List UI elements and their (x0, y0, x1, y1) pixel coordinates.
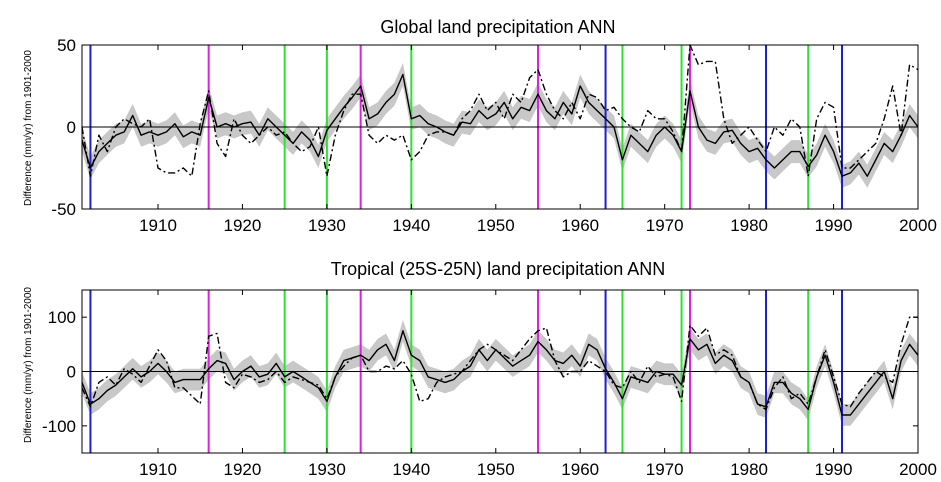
tropical-xtick-label-1940: 1940 (392, 460, 430, 479)
tropical-xtick-label-1970: 1970 (646, 460, 684, 479)
tropical-xtick-label-1960: 1960 (561, 460, 599, 479)
global-xtick-label-1910: 1910 (139, 216, 177, 235)
global-xtick-label-1970: 1970 (646, 216, 684, 235)
global-band-area (82, 63, 918, 188)
tropical-ytick-label--100: -100 (42, 417, 76, 436)
tropical-ytick-label-0: 0 (67, 363, 76, 382)
global-xtick-label-1950: 1950 (477, 216, 515, 235)
tropical-xtick-label-1910: 1910 (139, 460, 177, 479)
global-series-dashdot-line (81, 44, 919, 177)
global-series (81, 44, 919, 177)
global-xtick-label-1940: 1940 (392, 216, 430, 235)
tropical-xtick-label-1980: 1980 (730, 460, 768, 479)
global-series-solid-line (81, 73, 919, 177)
global-ylabel: Difference (mm/yr) from 1901-2000 (23, 50, 34, 206)
tropical-xtick-label-1990: 1990 (815, 460, 853, 479)
tropical-series-dashdot-line (81, 316, 918, 411)
tropical-ticks: 1910 1920 1930 1940 1950 1960 1970 1980 1990 2000… (42, 290, 937, 479)
tropical-uncertainty-band (82, 319, 918, 426)
tropical-xtick-label-1920: 1920 (224, 460, 262, 479)
tropical-series (81, 316, 919, 416)
tropical-xtick-label-1930: 1930 (308, 460, 346, 479)
tropical-xtick-label-1950: 1950 (477, 460, 515, 479)
tropical-ytick-label-100: 100 (48, 308, 76, 327)
global-xtick-label-1980: 1980 (730, 216, 768, 235)
global-ytick-label-0: 0 (67, 118, 76, 137)
global-xtick-label-1960: 1960 (561, 216, 599, 235)
tropical-band-area (82, 319, 918, 426)
global-xtick-label-1990: 1990 (815, 216, 853, 235)
tropical-panel: Tropical (25S-25N) land precipitation AN… (23, 259, 937, 479)
tropical-ylabel: Difference (mm/yr) from 1901-2000 (23, 287, 34, 443)
global-ytick-label--50: -50 (51, 200, 76, 219)
global-xtick-label-1930: 1930 (308, 216, 346, 235)
tropical-xtick-label-2000: 2000 (899, 460, 937, 479)
global-xtick-label-2000: 2000 (899, 216, 937, 235)
tropical-title: Tropical (25S-25N) land precipitation AN… (331, 259, 666, 279)
global-ytick-label-50: 50 (57, 36, 76, 55)
global-uncertainty-band (82, 63, 918, 188)
global-ticks: 1910 1920 1930 1940 1950 1960 1970 1980 1990 2000… (51, 36, 936, 235)
global-xtick-label-1920: 1920 (224, 216, 262, 235)
global-title: Global land precipitation ANN (380, 17, 615, 37)
global-panel: Global land precipitation ANN Difference… (23, 17, 937, 235)
